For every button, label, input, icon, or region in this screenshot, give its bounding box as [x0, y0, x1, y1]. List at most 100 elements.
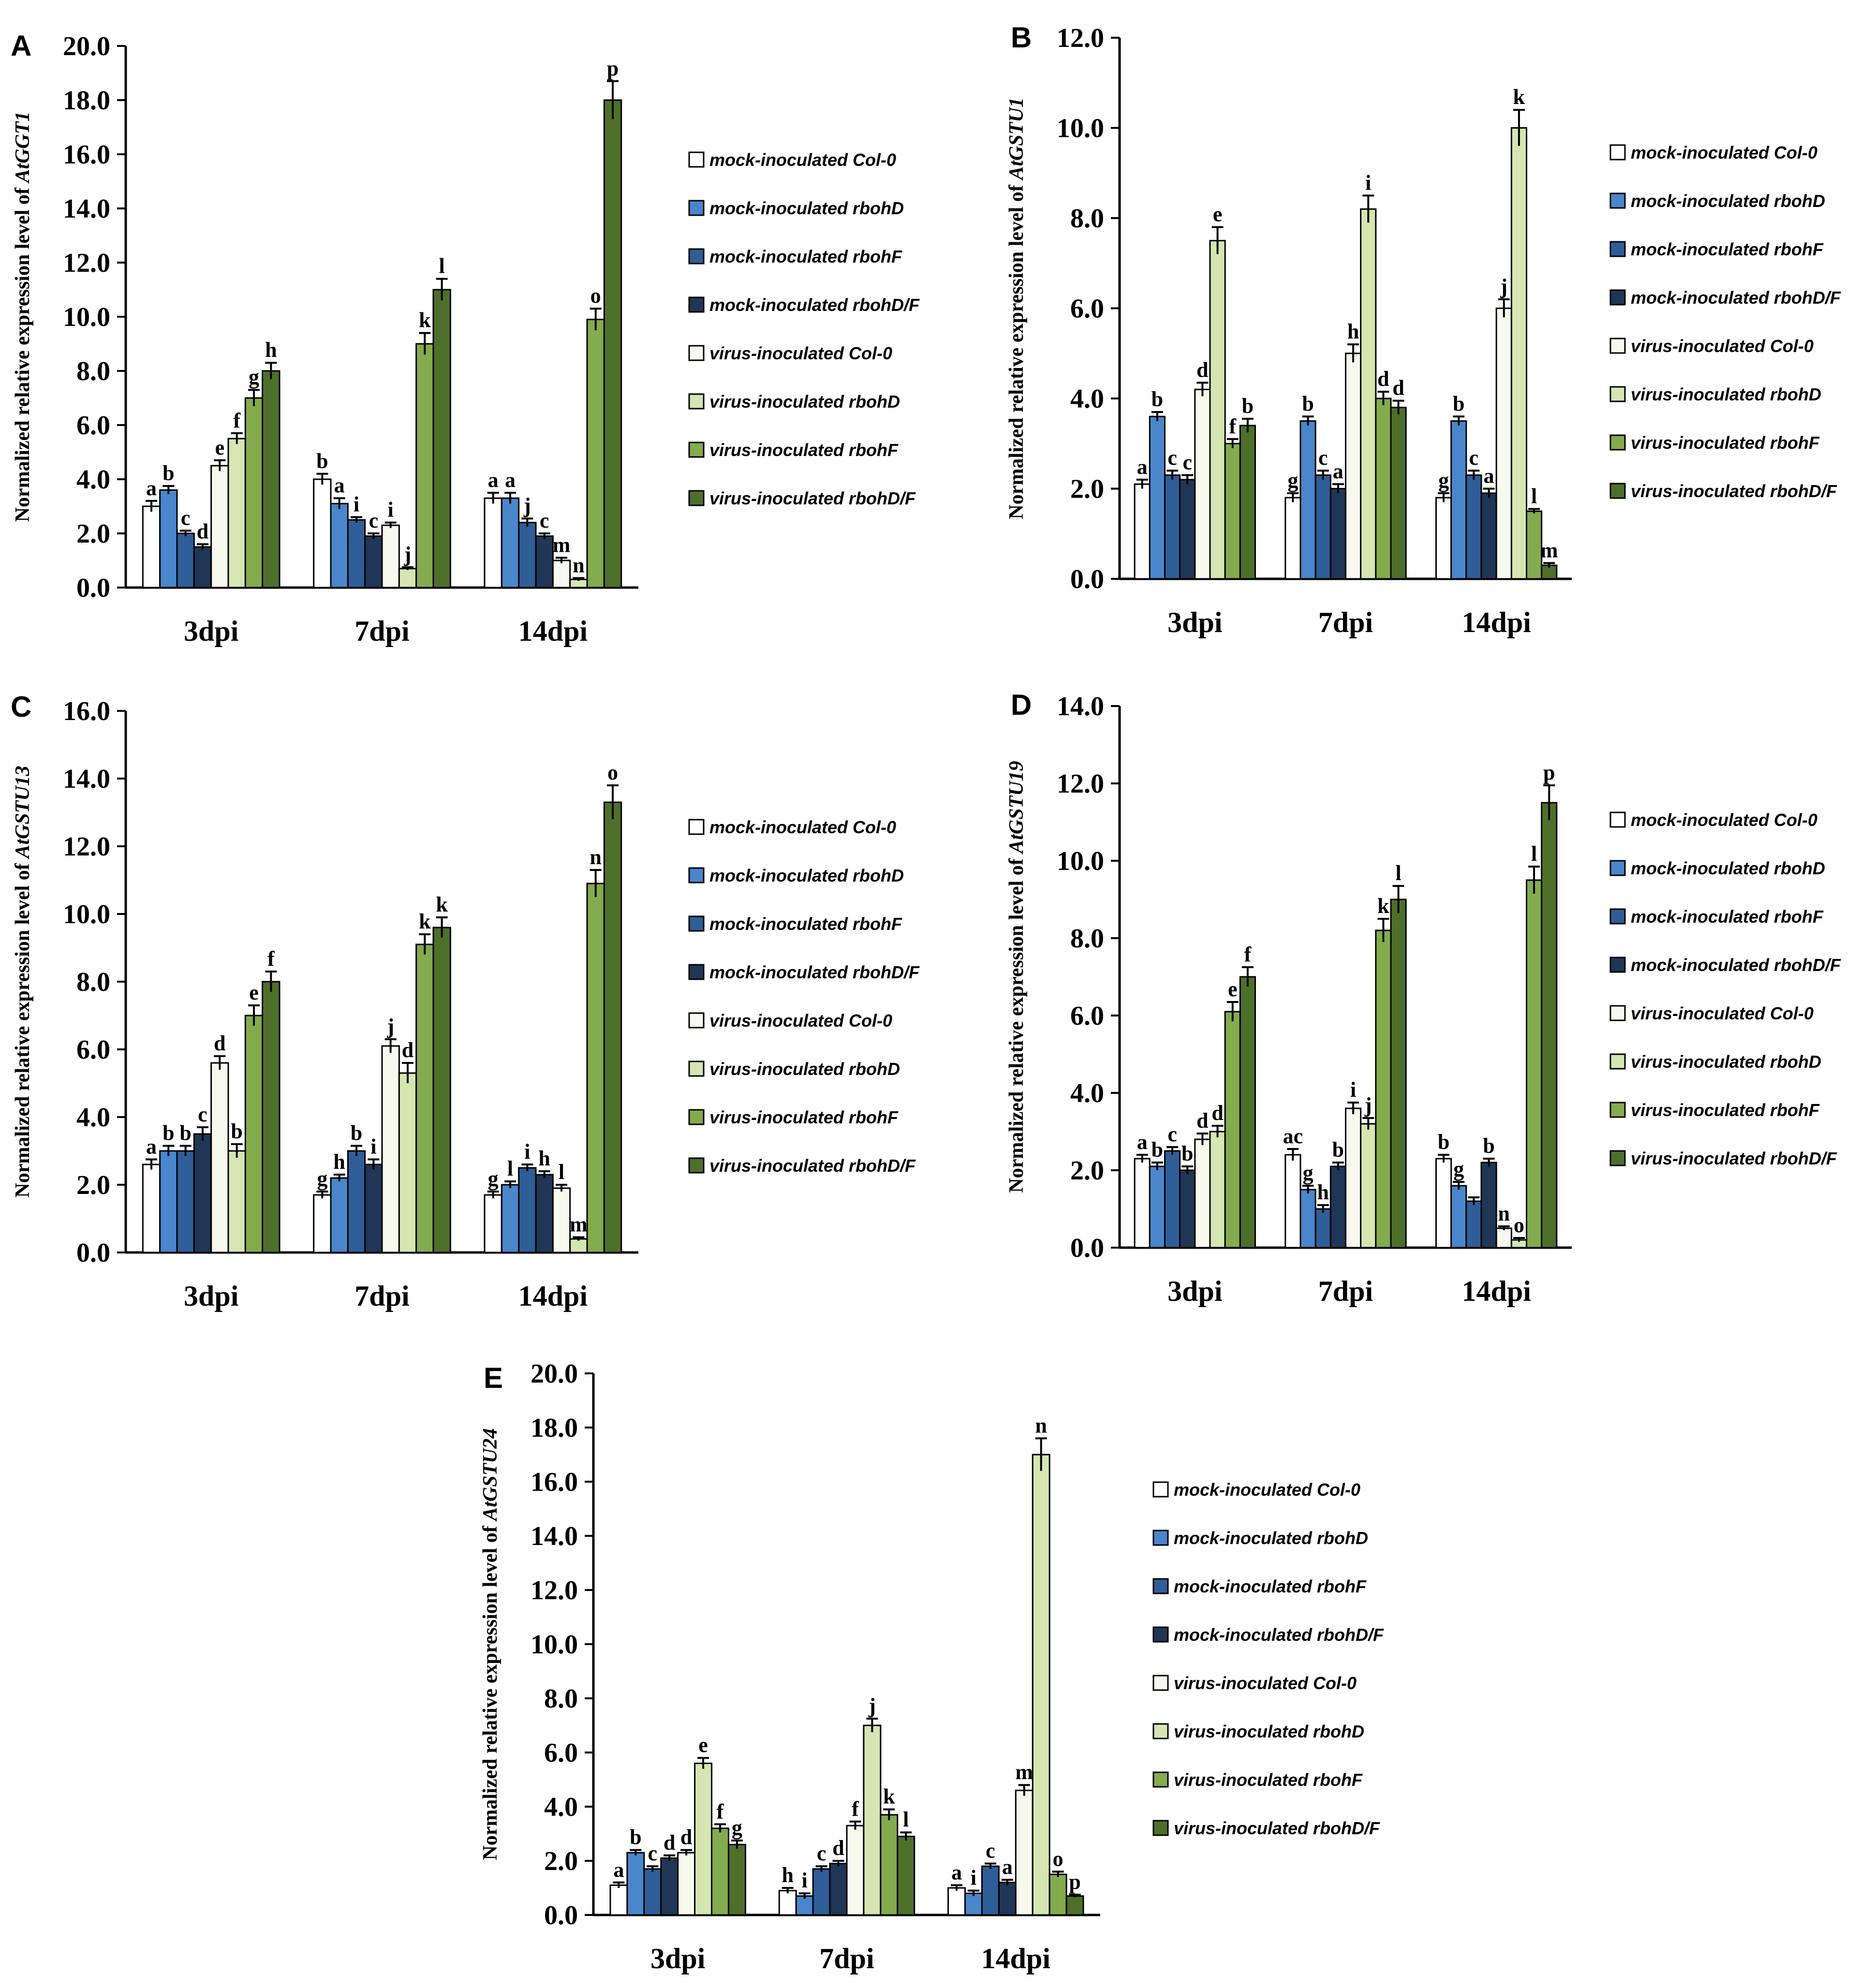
legend: mock-inoculated Col-0 mock-inoculated rbo… [1609, 143, 1841, 501]
legend-label: mock-inoculated rbohD [709, 866, 904, 885]
bar [347, 1150, 366, 1253]
legend: mock-inoculated Col-0 mock-inoculated rbo… [1152, 1480, 1384, 1838]
legend-label: virus-inoculated rbohD/F [709, 488, 916, 508]
bar [964, 1892, 983, 1916]
legend-swatch [1609, 338, 1626, 354]
panel-label: B [1011, 21, 1032, 54]
y-tick-label: 12.0 [63, 832, 110, 862]
legend-swatch [688, 393, 705, 410]
legend-swatch [1152, 1675, 1169, 1691]
significance-letter: o [607, 761, 618, 784]
bar [518, 1167, 537, 1253]
bar [1284, 497, 1301, 580]
bar [981, 1865, 1000, 1916]
bar [313, 1194, 332, 1253]
significance-letter: g [488, 1167, 499, 1191]
panel-A: A 0.0 2.0 4.0 6.0 8.0 10.0 12.0 14.0 16.0 18.0 20.0… [11, 29, 920, 647]
legend-swatch [1152, 1820, 1169, 1836]
legend-label: virus-inoculated Col-0 [709, 343, 892, 363]
significance-letter: m [570, 1213, 588, 1237]
panel-D: D 0.0 2.0 4.0 6.0 8.0 10.0 12.0 14.0 Normalized r… [1005, 689, 1841, 1307]
bar [609, 1884, 628, 1916]
x-category-label: 3dpi [184, 615, 238, 647]
x-category-label: 7dpi [354, 615, 409, 647]
x-category-label: 3dpi [1167, 1275, 1222, 1307]
significance-letter: c [1469, 446, 1479, 470]
bar [1329, 488, 1346, 580]
bar [1345, 353, 1362, 580]
bar [501, 497, 520, 589]
y-tick-label: 4.0 [76, 465, 110, 495]
y-axis-label-gene: AtGSTU13 [12, 766, 34, 859]
significance-letter: f [233, 409, 241, 432]
significance-letter: i [1350, 1078, 1356, 1102]
legend-swatch [1609, 1102, 1626, 1118]
bar [1450, 420, 1467, 580]
bar [863, 1724, 882, 1916]
legend-label: mock-inoculated rbohD/F [709, 962, 920, 982]
legend-label: virus-inoculated rbohF [1631, 1100, 1820, 1120]
significance-letter: c [817, 1841, 826, 1865]
significance-letter: a [1137, 455, 1148, 479]
panel-label: C [11, 691, 31, 723]
legend-label: virus-inoculated rbohD/F [1631, 1149, 1837, 1168]
x-category-label: 7dpi [1318, 1275, 1373, 1307]
panel-E: E 0.0 2.0 4.0 6.0 8.0 10.0 12.0 14.0 16.0 18.0 20.0… [479, 1359, 1384, 1974]
y-tick-label: 8.0 [76, 356, 110, 386]
significance-letter: j [1364, 1093, 1372, 1117]
y-tick-label: 4.0 [1070, 1078, 1104, 1108]
bar [586, 883, 605, 1253]
bar [262, 981, 280, 1253]
bar [244, 1015, 264, 1253]
legend-swatch [688, 1060, 705, 1077]
bar [484, 1194, 502, 1253]
legend-label: virus-inoculated rbohD [709, 392, 900, 412]
legend-swatch [1609, 860, 1626, 876]
significance-letter: o [1053, 1847, 1063, 1870]
bar [1164, 474, 1181, 580]
significance-letter: g [1303, 1161, 1313, 1185]
bar [501, 1184, 520, 1253]
y-tick-label: 6.0 [1070, 1001, 1104, 1031]
significance-letter: j [404, 543, 412, 566]
bar [1345, 1107, 1362, 1249]
significance-letter: a [1333, 459, 1343, 483]
bar [677, 1852, 696, 1916]
bar [1299, 1189, 1316, 1249]
legend-label: virus-inoculated rbohF [1174, 1770, 1363, 1790]
y-tick-label: 16.0 [63, 140, 110, 170]
significance-letter: c [1182, 451, 1192, 474]
y-tick-label: 10.0 [531, 1630, 578, 1660]
significance-letter: b [1242, 394, 1254, 418]
significance-letter: b [162, 461, 174, 485]
bar [586, 319, 605, 589]
y-tick-label: 14.0 [63, 194, 110, 224]
significance-letter: d [832, 1836, 844, 1860]
bar [626, 1852, 645, 1916]
bar [1284, 1154, 1301, 1249]
significance-letter: o [1514, 1213, 1524, 1237]
bar [569, 1238, 588, 1253]
y-tick-label: 16.0 [531, 1467, 578, 1497]
legend: mock-inoculated Col-0 mock-inoculated rbo… [1609, 810, 1841, 1168]
bar [176, 532, 195, 589]
significance-letter: l [903, 1808, 909, 1831]
significance-letter: g [1438, 469, 1449, 492]
bar [364, 535, 383, 589]
y-tick-label: 0.0 [76, 573, 110, 603]
bar [1164, 1150, 1181, 1249]
y-tick-label: 14.0 [1057, 692, 1104, 722]
y-tick-label: 2.0 [1070, 474, 1104, 504]
significance-letter: h [782, 1863, 793, 1887]
significance-letter: i [354, 492, 359, 516]
bar [313, 478, 332, 589]
bar [330, 1177, 349, 1253]
significance-letter: l [559, 1160, 564, 1184]
legend-label: virus-inoculated rbohD/F [709, 1156, 916, 1176]
legend-swatch [688, 442, 705, 458]
legend-swatch [688, 867, 705, 884]
legend-label: mock-inoculated Col-0 [1631, 810, 1817, 830]
significance-letter: f [852, 1797, 859, 1821]
legend-label: virus-inoculated rbohF [709, 440, 899, 460]
significance-letter: f [1244, 942, 1252, 966]
